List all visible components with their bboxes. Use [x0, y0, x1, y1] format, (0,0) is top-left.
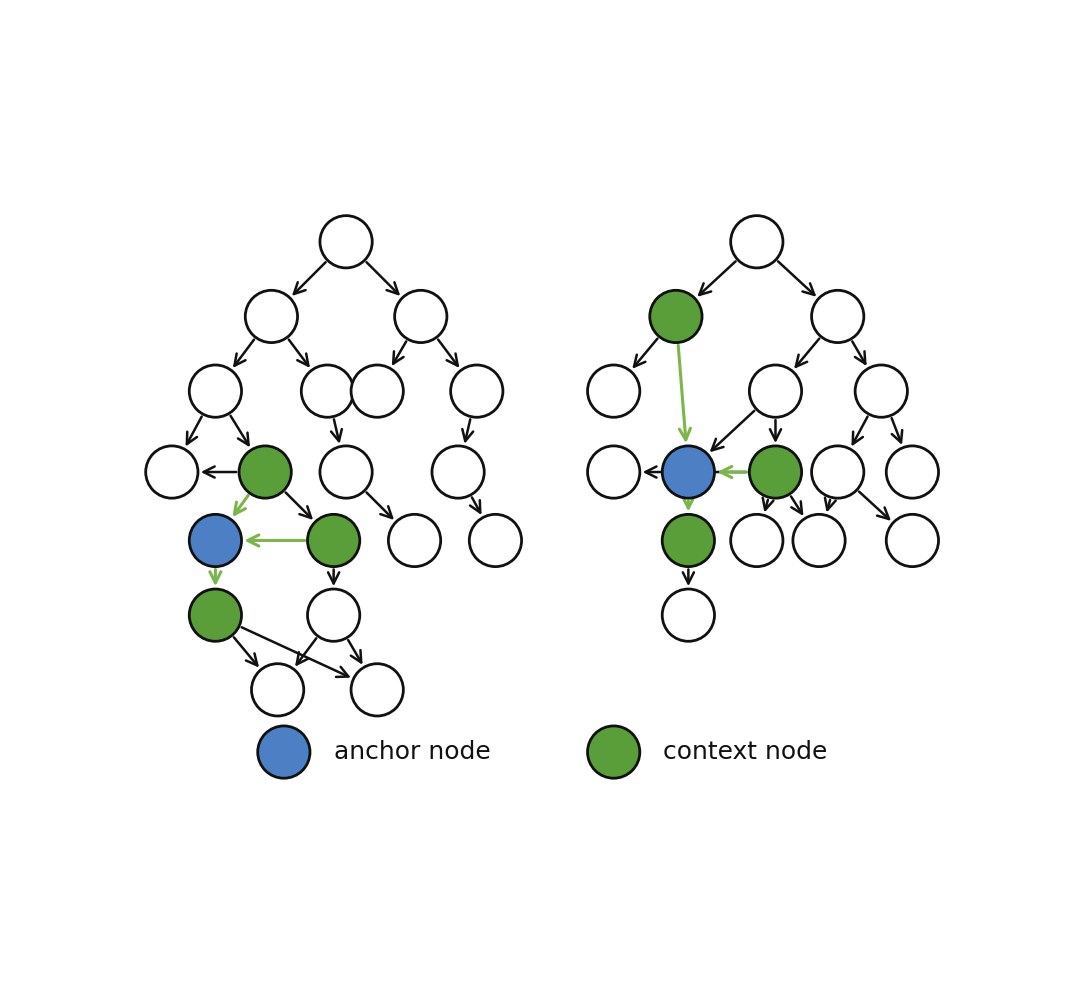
Ellipse shape — [587, 365, 640, 417]
Ellipse shape — [252, 663, 303, 716]
Ellipse shape — [451, 365, 502, 417]
Ellipse shape — [887, 515, 938, 567]
Ellipse shape — [245, 290, 298, 342]
Ellipse shape — [395, 290, 447, 342]
Text: context node: context node — [664, 740, 827, 764]
Ellipse shape — [239, 446, 292, 498]
Ellipse shape — [731, 215, 783, 268]
Ellipse shape — [811, 446, 864, 498]
Ellipse shape — [587, 726, 640, 778]
Ellipse shape — [189, 365, 241, 417]
Text: anchor node: anchor node — [334, 740, 491, 764]
Ellipse shape — [662, 515, 714, 567]
Ellipse shape — [351, 663, 404, 716]
Ellipse shape — [855, 365, 907, 417]
Ellipse shape — [388, 515, 441, 567]
Ellipse shape — [811, 290, 864, 342]
Ellipse shape — [145, 446, 198, 498]
Ellipse shape — [308, 515, 359, 567]
Ellipse shape — [731, 515, 783, 567]
Ellipse shape — [749, 365, 802, 417]
Ellipse shape — [650, 290, 702, 342]
Ellipse shape — [320, 215, 372, 268]
Ellipse shape — [308, 589, 359, 642]
Ellipse shape — [887, 446, 938, 498]
Ellipse shape — [469, 515, 522, 567]
Ellipse shape — [189, 589, 241, 642]
Ellipse shape — [662, 589, 714, 642]
Ellipse shape — [301, 365, 354, 417]
Ellipse shape — [662, 446, 714, 498]
Ellipse shape — [189, 515, 241, 567]
Ellipse shape — [351, 365, 404, 417]
Ellipse shape — [258, 726, 310, 778]
Ellipse shape — [431, 446, 484, 498]
Ellipse shape — [749, 446, 802, 498]
Ellipse shape — [793, 515, 845, 567]
Ellipse shape — [587, 446, 640, 498]
Ellipse shape — [320, 446, 372, 498]
